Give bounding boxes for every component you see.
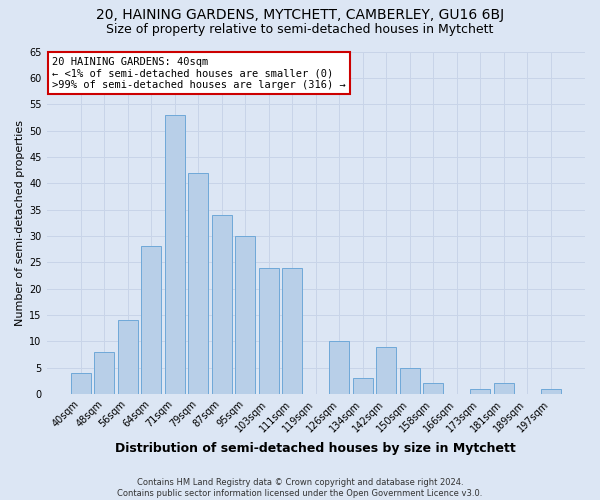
Bar (259, 268, 279, 394)
Y-axis label: Number of semi-detached properties: Number of semi-detached properties (15, 120, 25, 326)
Text: Contains HM Land Registry data © Crown copyright and database right 2024.
Contai: Contains HM Land Registry data © Crown c… (118, 478, 482, 498)
Text: 20 HAINING GARDENS: 40sqm
← <1% of semi-detached houses are smaller (0)
>99% of : 20 HAINING GARDENS: 40sqm ← <1% of semi-… (52, 56, 346, 90)
Bar (423, 384, 443, 394)
Text: Size of property relative to semi-detached houses in Mytchett: Size of property relative to semi-detach… (106, 22, 494, 36)
Bar (353, 378, 373, 394)
Bar (329, 342, 349, 394)
Bar (71, 373, 91, 394)
Bar (235, 236, 256, 394)
Bar (212, 215, 232, 394)
Bar (142, 246, 161, 394)
X-axis label: Distribution of semi-detached houses by size in Mytchett: Distribution of semi-detached houses by … (115, 442, 516, 455)
Bar (470, 388, 490, 394)
Bar (118, 320, 138, 394)
Bar (165, 114, 185, 394)
Bar (188, 172, 208, 394)
Bar (94, 352, 115, 394)
Bar (541, 388, 560, 394)
Bar (376, 346, 396, 394)
Text: 20, HAINING GARDENS, MYTCHETT, CAMBERLEY, GU16 6BJ: 20, HAINING GARDENS, MYTCHETT, CAMBERLEY… (96, 8, 504, 22)
Bar (283, 268, 302, 394)
Bar (400, 368, 419, 394)
Bar (494, 384, 514, 394)
